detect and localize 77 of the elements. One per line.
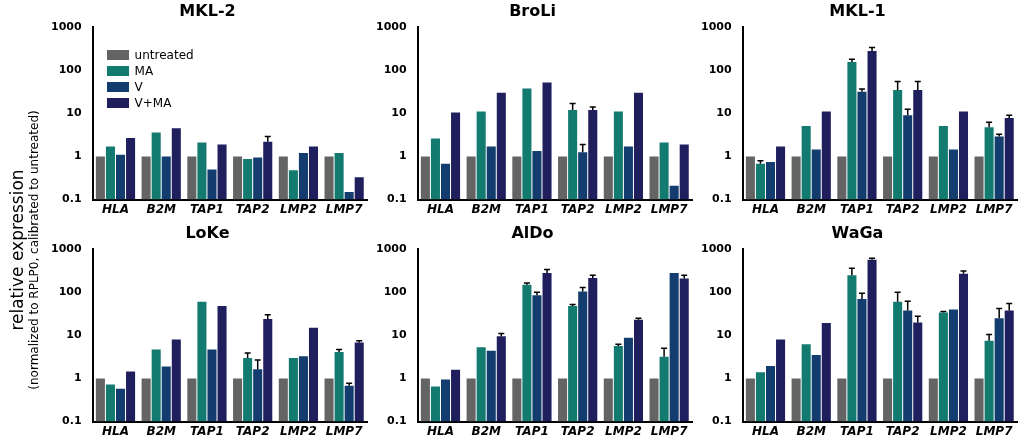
chart-title: LoKe <box>185 222 230 242</box>
y-tick-label: 100 <box>383 285 407 299</box>
x-tick-label: B2M <box>471 423 501 438</box>
y-tick-label: 1000 <box>50 242 82 256</box>
x-tick-label: HLA <box>426 201 454 216</box>
y-tick-label: 1000 <box>700 242 732 256</box>
y-tick-label: 10 <box>391 106 407 120</box>
x-tick-label: HLA <box>751 423 779 438</box>
x-tick-label: LMP2 <box>605 201 642 216</box>
x-tick-label: LMP2 <box>930 201 967 216</box>
y-tick-label: 1 <box>398 371 407 385</box>
x-tick-label: TAP1 <box>840 201 874 216</box>
x-tick-label: LMP7 <box>325 201 364 216</box>
x-tick-label: HLA <box>101 423 129 438</box>
y-tick-label: 0.1 <box>62 192 82 206</box>
y-tick-label: 100 <box>383 63 407 77</box>
x-tick-label: LMP7 <box>650 423 689 438</box>
x-tick-label: TAP1 <box>190 423 224 438</box>
x-tick-label: TAP1 <box>515 201 549 216</box>
y-tick-label: 10 <box>391 328 407 342</box>
chart-title: AlDo <box>511 222 554 242</box>
x-tick-label: B2M <box>146 201 176 216</box>
y-tick-label: 100 <box>708 63 732 77</box>
x-tick-label: HLA <box>751 201 779 216</box>
y-tick-label: 100 <box>58 285 82 299</box>
y-tick-label: 10 <box>716 106 732 120</box>
x-tick-label: HLA <box>101 201 129 216</box>
x-tick-label: LMP2 <box>930 423 967 438</box>
chart-title: MKL-1 <box>829 0 886 20</box>
y-tick-label: 100 <box>708 285 732 299</box>
x-tick-label: LMP7 <box>975 201 1014 216</box>
y-tick-label: 1 <box>73 371 82 385</box>
x-tick-label: LMP7 <box>325 423 364 438</box>
x-tick-label: LMP2 <box>280 201 317 216</box>
chart-title: MKL-2 <box>179 0 236 20</box>
x-tick-label: TAP1 <box>840 423 874 438</box>
y-tick-label: 10 <box>66 328 82 342</box>
x-tick-label: B2M <box>471 201 501 216</box>
x-tick-label: TAP2 <box>560 423 595 438</box>
y-tick-label: 1 <box>723 149 732 163</box>
y-tick-label: 1000 <box>50 20 82 34</box>
y-tick-label: 10 <box>716 328 732 342</box>
x-tick-label: LMP7 <box>975 423 1014 438</box>
y-axis-title: relative expression (normalized to RPLP0, calibrated to untreated) <box>7 110 41 390</box>
y-tick-label: 1 <box>723 371 732 385</box>
x-tick-label: B2M <box>146 423 176 438</box>
x-tick-label: TAP1 <box>190 201 224 216</box>
y-tick-label: 100 <box>58 63 82 77</box>
x-tick-label: B2M <box>796 423 826 438</box>
x-tick-label: TAP2 <box>885 423 920 438</box>
x-tick-label: HLA <box>426 423 454 438</box>
y-tick-label: 0.1 <box>712 414 732 428</box>
x-tick-label: TAP1 <box>515 423 549 438</box>
chart-title: WaGa <box>831 222 884 242</box>
y-tick-label: 0.1 <box>387 192 407 206</box>
legend-label: MA <box>134 64 154 79</box>
x-tick-label: TAP2 <box>235 423 270 438</box>
x-tick-label: TAP2 <box>235 201 270 216</box>
legend-label: V+MA <box>134 96 172 111</box>
y-tick-label: 1000 <box>375 20 407 34</box>
legend-label: untreated <box>134 48 194 63</box>
x-tick-label: TAP2 <box>885 201 920 216</box>
x-tick-label: B2M <box>796 201 826 216</box>
y-tick-label: 1000 <box>375 242 407 256</box>
y-tick-label: 10 <box>66 106 82 120</box>
legend-label: V <box>134 80 143 95</box>
x-tick-label: LMP2 <box>280 423 317 438</box>
chart-title: BroLi <box>509 0 556 20</box>
x-tick-label: LMP7 <box>650 201 689 216</box>
y-tick-label: 1 <box>73 149 82 163</box>
y-tick-label: 0.1 <box>62 414 82 428</box>
y-tick-label: 0.1 <box>712 192 732 206</box>
y-tick-label: 1 <box>398 149 407 163</box>
y-tick-label: 0.1 <box>387 414 407 428</box>
x-tick-label: LMP2 <box>605 423 642 438</box>
x-tick-label: TAP2 <box>560 201 595 216</box>
y-tick-label: 1000 <box>700 20 732 34</box>
